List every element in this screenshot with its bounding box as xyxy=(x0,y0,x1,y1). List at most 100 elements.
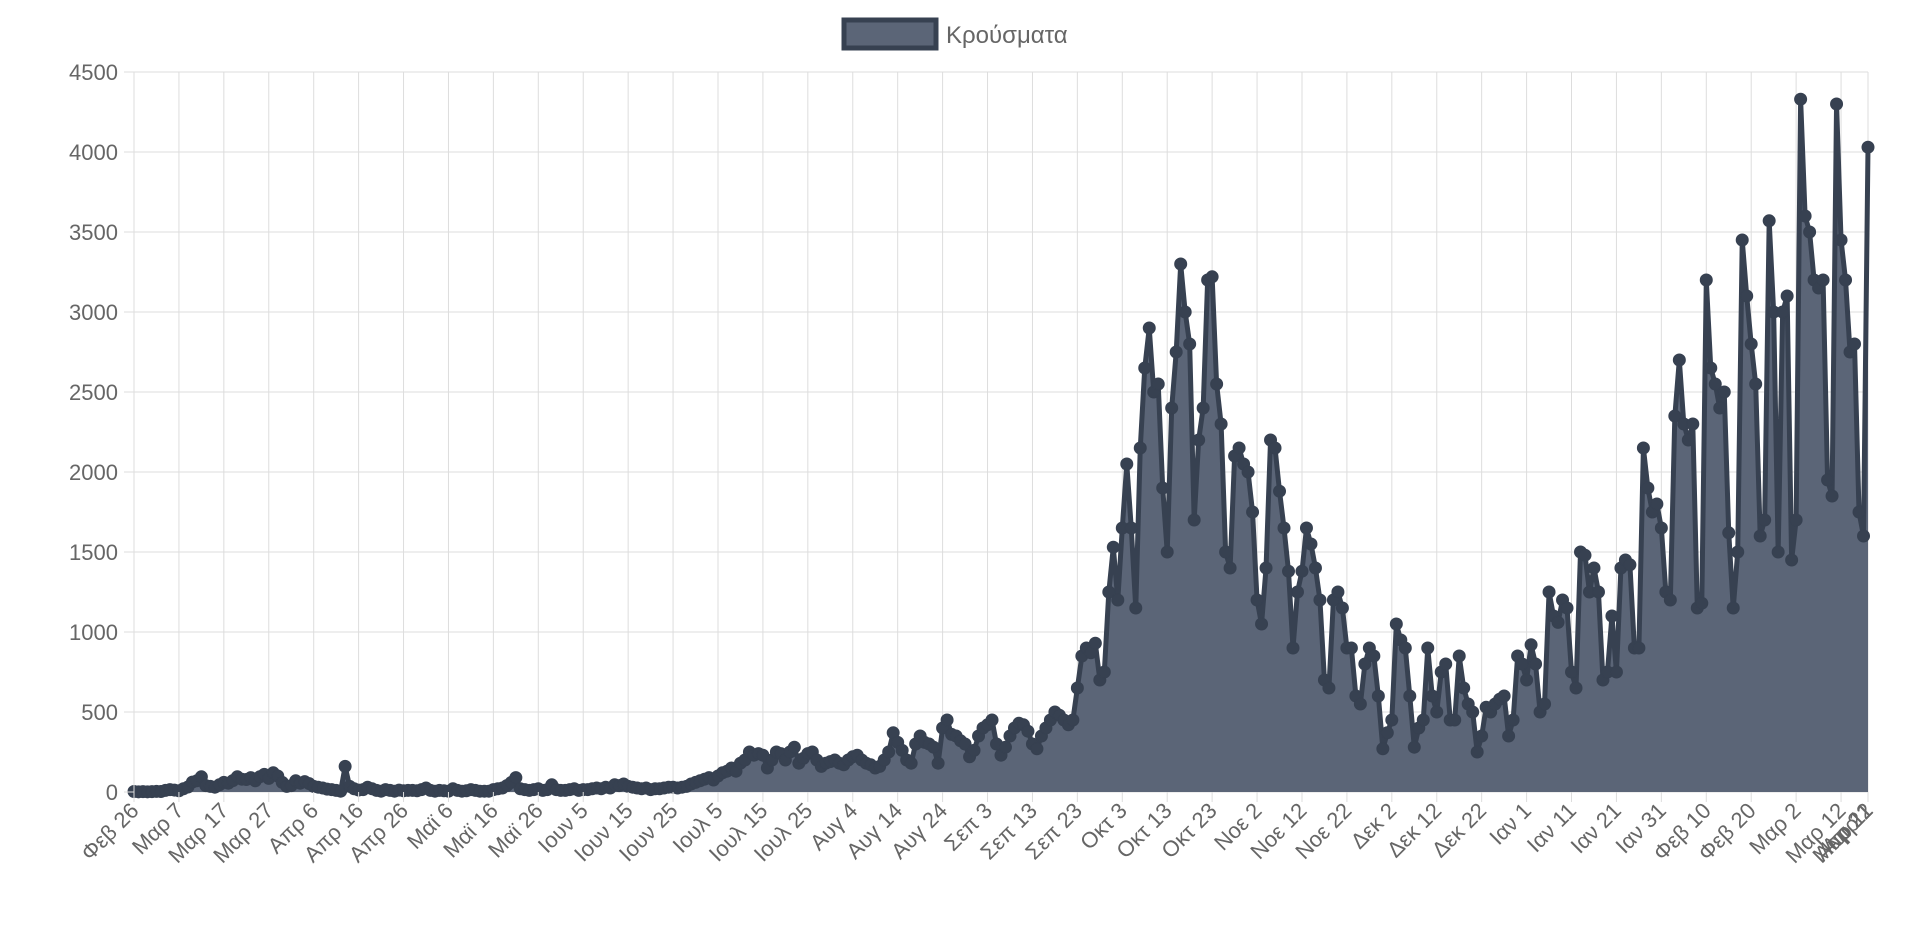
data-point[interactable] xyxy=(1744,337,1758,351)
data-point[interactable] xyxy=(1335,601,1349,615)
data-point[interactable] xyxy=(1623,558,1637,572)
data-point[interactable] xyxy=(787,740,801,754)
data-point[interactable] xyxy=(1466,705,1480,719)
data-point[interactable] xyxy=(1654,521,1668,535)
data-point[interactable] xyxy=(1502,729,1516,743)
data-point[interactable] xyxy=(1165,401,1179,415)
data-point[interactable] xyxy=(1591,585,1605,599)
data-point[interactable] xyxy=(1205,270,1219,284)
data-point[interactable] xyxy=(1178,305,1192,319)
data-point[interactable] xyxy=(1273,484,1287,498)
data-point[interactable] xyxy=(1187,513,1201,527)
data-point[interactable] xyxy=(1636,441,1650,455)
data-point[interactable] xyxy=(1830,97,1844,111)
data-point[interactable] xyxy=(1529,657,1543,671)
data-point[interactable] xyxy=(1430,705,1444,719)
data-point[interactable] xyxy=(1421,641,1435,655)
data-point[interactable] xyxy=(1475,729,1489,743)
data-point[interactable] xyxy=(1371,689,1385,703)
data-point[interactable] xyxy=(1425,689,1439,703)
data-point[interactable] xyxy=(1771,545,1785,559)
data-point[interactable] xyxy=(1834,233,1848,247)
data-point[interactable] xyxy=(1030,742,1044,756)
data-point[interactable] xyxy=(1672,353,1686,367)
data-point[interactable] xyxy=(1299,521,1313,535)
data-point[interactable] xyxy=(1380,726,1394,740)
data-point[interactable] xyxy=(1385,713,1399,727)
data-point[interactable] xyxy=(1551,615,1565,629)
data-point[interactable] xyxy=(1259,561,1273,575)
data-point[interactable] xyxy=(1515,657,1529,671)
data-point[interactable] xyxy=(1111,593,1125,607)
data-point[interactable] xyxy=(1699,273,1713,287)
data-point[interactable] xyxy=(1088,636,1102,650)
legend-swatch[interactable] xyxy=(841,17,939,51)
data-point[interactable] xyxy=(1255,617,1269,631)
data-point[interactable] xyxy=(1803,225,1817,239)
data-point[interactable] xyxy=(1731,545,1745,559)
data-point[interactable] xyxy=(1452,649,1466,663)
data-point[interactable] xyxy=(1210,377,1224,391)
data-point[interactable] xyxy=(1439,657,1453,671)
data-point[interactable] xyxy=(1852,505,1866,519)
data-point[interactable] xyxy=(1142,321,1156,335)
data-point[interactable] xyxy=(1641,481,1655,495)
data-point[interactable] xyxy=(1726,601,1740,615)
data-point[interactable] xyxy=(882,745,896,759)
data-point[interactable] xyxy=(1219,545,1233,559)
data-point[interactable] xyxy=(1403,689,1417,703)
data-point[interactable] xyxy=(1825,489,1839,503)
legend-label[interactable]: Κρούσματα xyxy=(946,22,1068,49)
data-point[interactable] xyxy=(1286,641,1300,655)
data-point[interactable] xyxy=(931,756,945,770)
data-point[interactable] xyxy=(1066,713,1080,727)
data-point[interactable] xyxy=(1241,465,1255,479)
data-point[interactable] xyxy=(1542,585,1556,599)
data-point[interactable] xyxy=(1367,649,1381,663)
data-point[interactable] xyxy=(1717,385,1731,399)
data-point[interactable] xyxy=(1389,617,1403,631)
data-point[interactable] xyxy=(1457,681,1471,695)
data-point[interactable] xyxy=(1861,140,1875,154)
data-point[interactable] xyxy=(1214,417,1228,431)
legend[interactable]: Κρούσματα xyxy=(841,17,1068,51)
data-point[interactable] xyxy=(1785,553,1799,567)
data-point[interactable] xyxy=(338,759,352,773)
data-point[interactable] xyxy=(1740,289,1754,303)
data-point[interactable] xyxy=(1021,724,1035,738)
data-point[interactable] xyxy=(1695,596,1709,610)
data-point[interactable] xyxy=(1295,564,1309,578)
data-point[interactable] xyxy=(1322,681,1336,695)
data-point[interactable] xyxy=(1183,337,1197,351)
data-point[interactable] xyxy=(1120,457,1134,471)
data-point[interactable] xyxy=(1839,273,1853,287)
data-point[interactable] xyxy=(1753,529,1767,543)
data-point[interactable] xyxy=(1277,521,1291,535)
data-point[interactable] xyxy=(1308,561,1322,575)
data-point[interactable] xyxy=(1304,537,1318,551)
data-point[interactable] xyxy=(1569,681,1583,695)
data-point[interactable] xyxy=(1713,401,1727,415)
data-point[interactable] xyxy=(1578,548,1592,562)
data-point[interactable] xyxy=(1668,409,1682,423)
data-point[interactable] xyxy=(1070,681,1084,695)
data-point[interactable] xyxy=(1223,561,1237,575)
data-point[interactable] xyxy=(1416,713,1430,727)
data-point[interactable] xyxy=(1735,233,1749,247)
data-point[interactable] xyxy=(1398,641,1412,655)
data-point[interactable] xyxy=(1106,540,1120,554)
data-point[interactable] xyxy=(1160,545,1174,559)
data-point[interactable] xyxy=(1151,377,1165,391)
data-point[interactable] xyxy=(1749,377,1763,391)
data-point[interactable] xyxy=(1192,433,1206,447)
data-point[interactable] xyxy=(1448,713,1462,727)
data-point[interactable] xyxy=(1407,740,1421,754)
data-point[interactable] xyxy=(985,713,999,727)
data-point[interactable] xyxy=(1133,441,1147,455)
data-point[interactable] xyxy=(1353,697,1367,711)
data-point[interactable] xyxy=(1156,481,1170,495)
data-point[interactable] xyxy=(1821,473,1835,487)
data-point[interactable] xyxy=(1780,289,1794,303)
data-point[interactable] xyxy=(509,771,523,785)
data-point[interactable] xyxy=(1794,92,1808,106)
